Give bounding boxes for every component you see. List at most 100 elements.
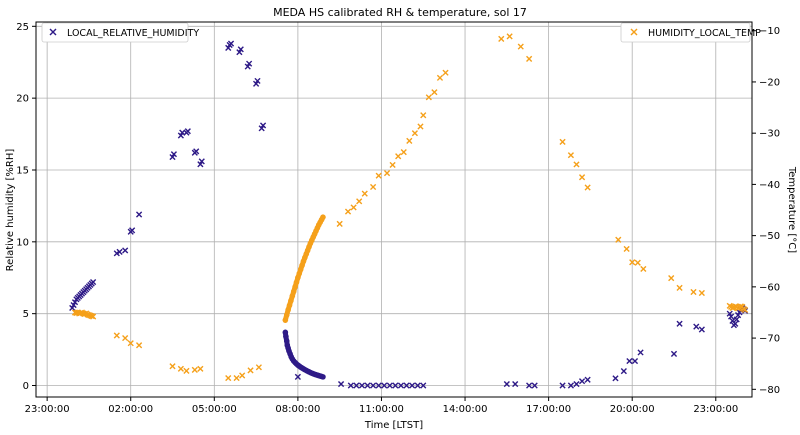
rh-point-stroke [129, 227, 136, 234]
rh-point [693, 323, 700, 330]
y-left-tick-label: 15 [16, 165, 29, 176]
temp-point [417, 123, 424, 130]
rh-point [386, 382, 393, 389]
temp-point-stroke [741, 306, 749, 314]
temp-point-stroke [239, 372, 246, 379]
temp-point [350, 204, 357, 211]
temp-point-stroke [559, 138, 566, 145]
temp-point [498, 35, 505, 43]
temp-point-stroke [567, 152, 575, 159]
temp-point-stroke [225, 374, 232, 382]
temp-point [169, 363, 176, 370]
temp-point [690, 288, 697, 296]
rh-point-stroke [631, 357, 639, 365]
rh-point [584, 376, 591, 383]
temp-point [356, 198, 363, 205]
temp-point-stroke [169, 363, 176, 370]
rh-point-stroke [670, 350, 678, 357]
rh-point [353, 382, 360, 389]
temp-point [389, 161, 396, 169]
x-tick-label: 08:00:00 [275, 404, 320, 415]
temp-point [406, 137, 413, 144]
x-tick-label: 23:00:00 [693, 404, 738, 415]
rh-point [370, 382, 377, 389]
legend-rh-box [41, 22, 189, 43]
y-right-tick-label: −60 [759, 282, 780, 293]
rh-point-stroke [409, 382, 416, 389]
rh-point-stroke [414, 382, 421, 389]
rh-point-stroke [198, 158, 205, 165]
rh-point-stroke [116, 248, 123, 255]
temp-point-stroke [400, 149, 407, 156]
rh-point [420, 382, 427, 389]
temp-point-stroke [336, 220, 343, 227]
rh-point-stroke [90, 278, 97, 286]
x-tick-label: 20:00:00 [610, 404, 655, 415]
temp-point [526, 55, 533, 62]
rh-point-stroke [386, 382, 393, 389]
x-axis-label: Time [LTST] [364, 420, 423, 431]
temp-point-stroke [247, 367, 254, 374]
rh-point-stroke [347, 382, 354, 389]
rh-point [728, 313, 735, 320]
rh-point [337, 380, 345, 388]
rh-point [184, 128, 191, 135]
temp-point [436, 74, 444, 81]
legend-rh-x-stroke [49, 28, 57, 36]
grid-layer [36, 22, 752, 397]
temp-point-stroke [344, 208, 352, 215]
y-axis-label-left: Relative humidity [%RH] [5, 149, 16, 272]
temp-point [584, 184, 591, 191]
rh-point-stroke [729, 317, 736, 324]
y-right-tick-label: −30 [759, 129, 780, 140]
temp-point-stroke [255, 364, 262, 371]
plot-area-frame [35, 21, 753, 398]
temp-point [177, 365, 184, 372]
temp-point-stroke [640, 265, 647, 273]
rh-point [227, 40, 235, 47]
temp-point-stroke [417, 123, 424, 130]
x-tick-label: 14:00:00 [443, 404, 488, 415]
temp-point [506, 33, 513, 40]
rh-point-stroke [567, 382, 575, 389]
temp-point-stroke [122, 334, 129, 342]
chart-title: MEDA HS calibrated RH & temperature, sol… [273, 6, 527, 19]
temp-point [615, 236, 622, 243]
rh-point-stroke [237, 46, 244, 53]
temp-point-stroke [406, 137, 413, 144]
rh-point [90, 278, 97, 286]
temp-point-stroke [389, 161, 396, 169]
legend-temp-marker [630, 28, 638, 36]
rh-point-stroke [612, 375, 619, 382]
rh-point [135, 211, 143, 218]
rh-point [129, 227, 136, 234]
temp-point [395, 153, 402, 160]
temp-point-stroke [183, 367, 190, 374]
temp-point [425, 94, 432, 101]
y-right-tick-label: −80 [759, 385, 780, 396]
rh-point-stroke [637, 349, 644, 356]
y-right-tick-label: −10 [759, 26, 780, 37]
rh-point-stroke [227, 40, 235, 47]
rh-point-stroke [337, 380, 345, 388]
rh-point [364, 382, 371, 389]
temp-point [578, 174, 586, 181]
temp-point-stroke [395, 153, 402, 160]
rh-point-stroke [732, 320, 739, 327]
legend-temp-label: HUMIDITY_LOCAL_TEMP [648, 28, 761, 39]
temp-point-stroke [411, 130, 418, 137]
rh-point-stroke [375, 382, 382, 389]
rh-point-stroke [246, 60, 253, 67]
temp-point-stroke [668, 275, 675, 282]
rh-point-stroke [184, 128, 191, 135]
rh-point [526, 382, 533, 389]
rh-point-stroke [397, 382, 405, 389]
rh-point [637, 349, 644, 356]
temp-point-stroke [506, 33, 513, 40]
temp-point-stroke [517, 43, 524, 50]
rh-point-stroke [620, 368, 627, 375]
temp-point [629, 259, 636, 266]
rh-point-stroke [503, 380, 510, 388]
legend-rh: LOCAL_RELATIVE_HUMIDITY [41, 22, 199, 43]
